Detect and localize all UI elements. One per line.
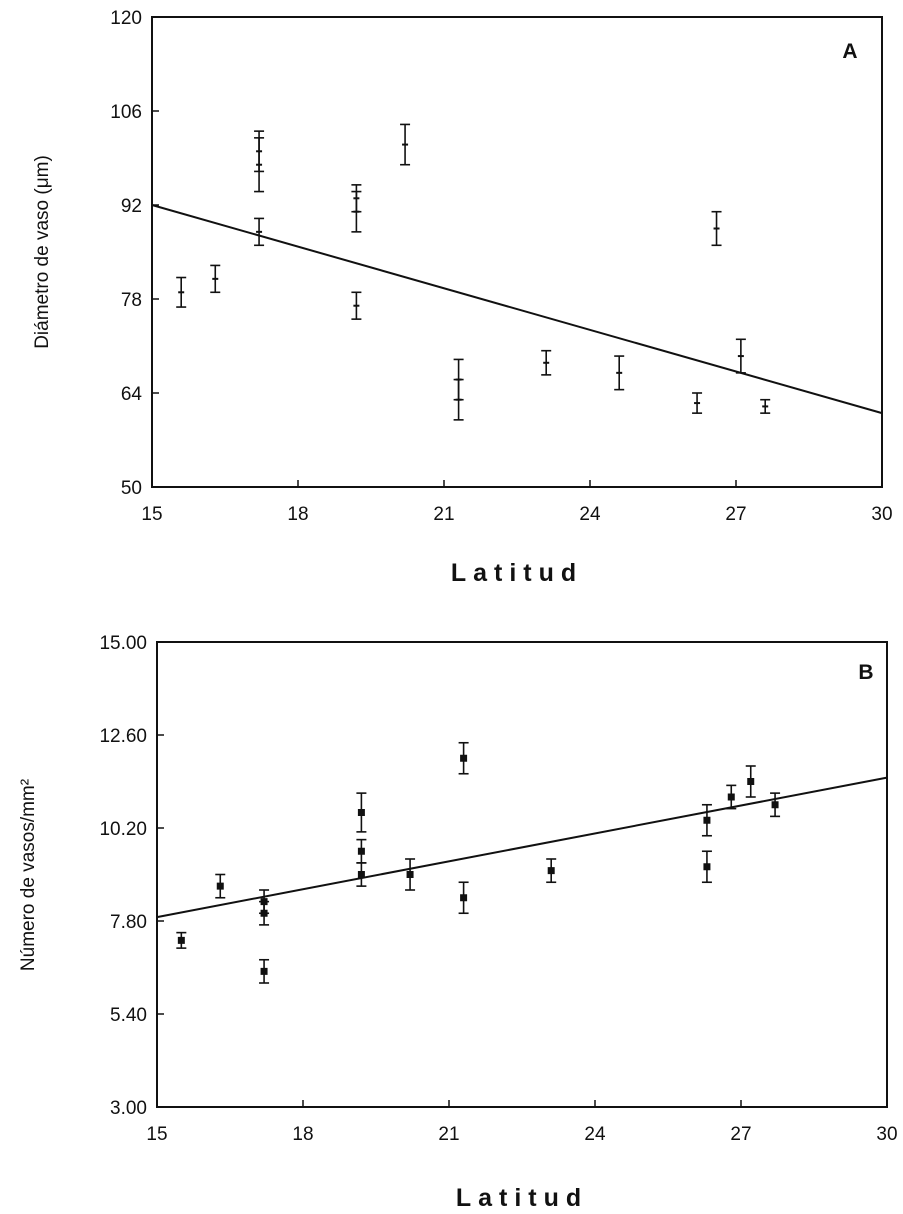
panel-b-marker [771, 801, 779, 809]
panel-b-data-point [745, 765, 756, 798]
panel-b-marker [357, 871, 365, 878]
panel-b-marker [357, 847, 365, 855]
panel-b-y-tick-label: 15.00 [99, 633, 147, 654]
panel-b-data-point [405, 858, 416, 891]
panel-a-data-point [210, 264, 221, 294]
panel-b-marker [703, 863, 711, 871]
panel-b-data-point [701, 803, 712, 837]
panel-b-marker [357, 809, 365, 816]
panel-b-y-tick-label: 3.00 [110, 1098, 147, 1119]
panel-b-y-tick-label: 5.40 [110, 1005, 147, 1026]
panel-b-marker [460, 754, 468, 762]
panel-a-x-tick-label: 15 [141, 504, 162, 525]
panel-b-y-tick-label: 10.20 [99, 819, 147, 840]
panel-a-x-tick-label: 30 [871, 504, 892, 525]
panel-a-data-point [351, 184, 362, 213]
panel-a-y-tick-label: 120 [110, 8, 142, 29]
panel-b-data-point [176, 931, 187, 949]
panel-a-data-point [541, 349, 552, 376]
panel-a-plot-frame [151, 16, 883, 488]
panel-b-marker [547, 867, 555, 875]
panel-b-regression-line [156, 776, 888, 919]
panel-b-marker [747, 778, 755, 785]
panel-a-data-point [254, 217, 265, 247]
panel-a-y-tick-label: 78 [121, 290, 142, 311]
panel-a-regression-line [151, 204, 883, 415]
panel-b-label: B [858, 661, 873, 684]
panel-a-data-point [351, 291, 362, 320]
panel-b-data-point [259, 900, 270, 926]
panel-b-marker [177, 936, 185, 944]
panel-b-y-tick-label: 7.80 [110, 912, 147, 933]
panel-a-y-tick-label: 50 [121, 478, 142, 499]
panel-b-x-axis-label: Latitud [456, 1184, 588, 1212]
panel-a-data-point [711, 210, 722, 247]
panel-a-y-axis-label: Diámetro de vaso (μm) [32, 155, 53, 349]
panel-b-x-tick-label: 15 [146, 1124, 167, 1145]
panel-b-data-point [770, 792, 781, 818]
panel-b-data-point [726, 784, 737, 810]
panel-a-chart: A Latitud Diámetro de vaso (μm) 15 18 21 24… [32, 8, 893, 587]
panel-b-x-tick-label: 21 [438, 1124, 459, 1145]
panel-b-data-point [458, 881, 469, 915]
panel-b-marker [703, 816, 711, 824]
panel-a-x-tick-label: 27 [725, 504, 746, 525]
panel-b-y-tick-label: 12.60 [99, 726, 147, 747]
panel-a-x-tick-label: 21 [433, 504, 454, 525]
panel-b-marker [216, 882, 224, 890]
panel-b-data-point [356, 838, 367, 864]
panel-b-y-axis-label: Número de vasos/mm² [18, 779, 39, 971]
panel-a-data-point [453, 378, 464, 421]
panel-b-data-point [356, 792, 367, 833]
panel-b-x-tick-label: 30 [876, 1124, 897, 1145]
panel-a-data-point [400, 123, 411, 166]
panel-a-y-tick-label: 64 [121, 384, 143, 405]
panel-a-data-point [176, 276, 187, 308]
panel-b-data-point [356, 862, 367, 887]
panel-b-data-point [546, 858, 557, 884]
panel-b-marker [260, 909, 268, 917]
panel-a-x-tick-label: 24 [579, 504, 601, 525]
panel-a-y-tick-label: 106 [110, 102, 142, 123]
panel-a-data-point [760, 398, 771, 414]
panel-a-data-point [735, 338, 746, 374]
panel-b-data-point [458, 741, 469, 775]
panel-a-y-tick-label: 92 [121, 196, 142, 217]
panel-a-x-axis-label: Latitud [451, 559, 583, 587]
panel-a-label: A [842, 40, 857, 63]
panel-b-data-point [259, 958, 270, 984]
panel-a-data-point [254, 130, 265, 173]
panel-b-marker [727, 793, 735, 801]
panel-a-x-tick-label: 18 [287, 504, 308, 525]
panel-b-x-tick-label: 27 [730, 1124, 751, 1145]
panel-b-marker [460, 894, 468, 902]
panel-b-x-tick-label: 24 [584, 1124, 606, 1145]
panel-a-data-point [692, 392, 703, 414]
panel-b-chart: B Latitud Número de vasos/mm² 15 18 21 24 27… [18, 633, 898, 1212]
panel-b-data-point [701, 850, 712, 884]
panel-b-marker [260, 967, 268, 975]
panel-a-data-point [614, 355, 625, 391]
panel-b-marker [406, 871, 414, 878]
panel-b-plot-frame [156, 641, 888, 1108]
panel-b-data-point [215, 873, 226, 899]
panel-b-x-tick-label: 18 [292, 1124, 313, 1145]
